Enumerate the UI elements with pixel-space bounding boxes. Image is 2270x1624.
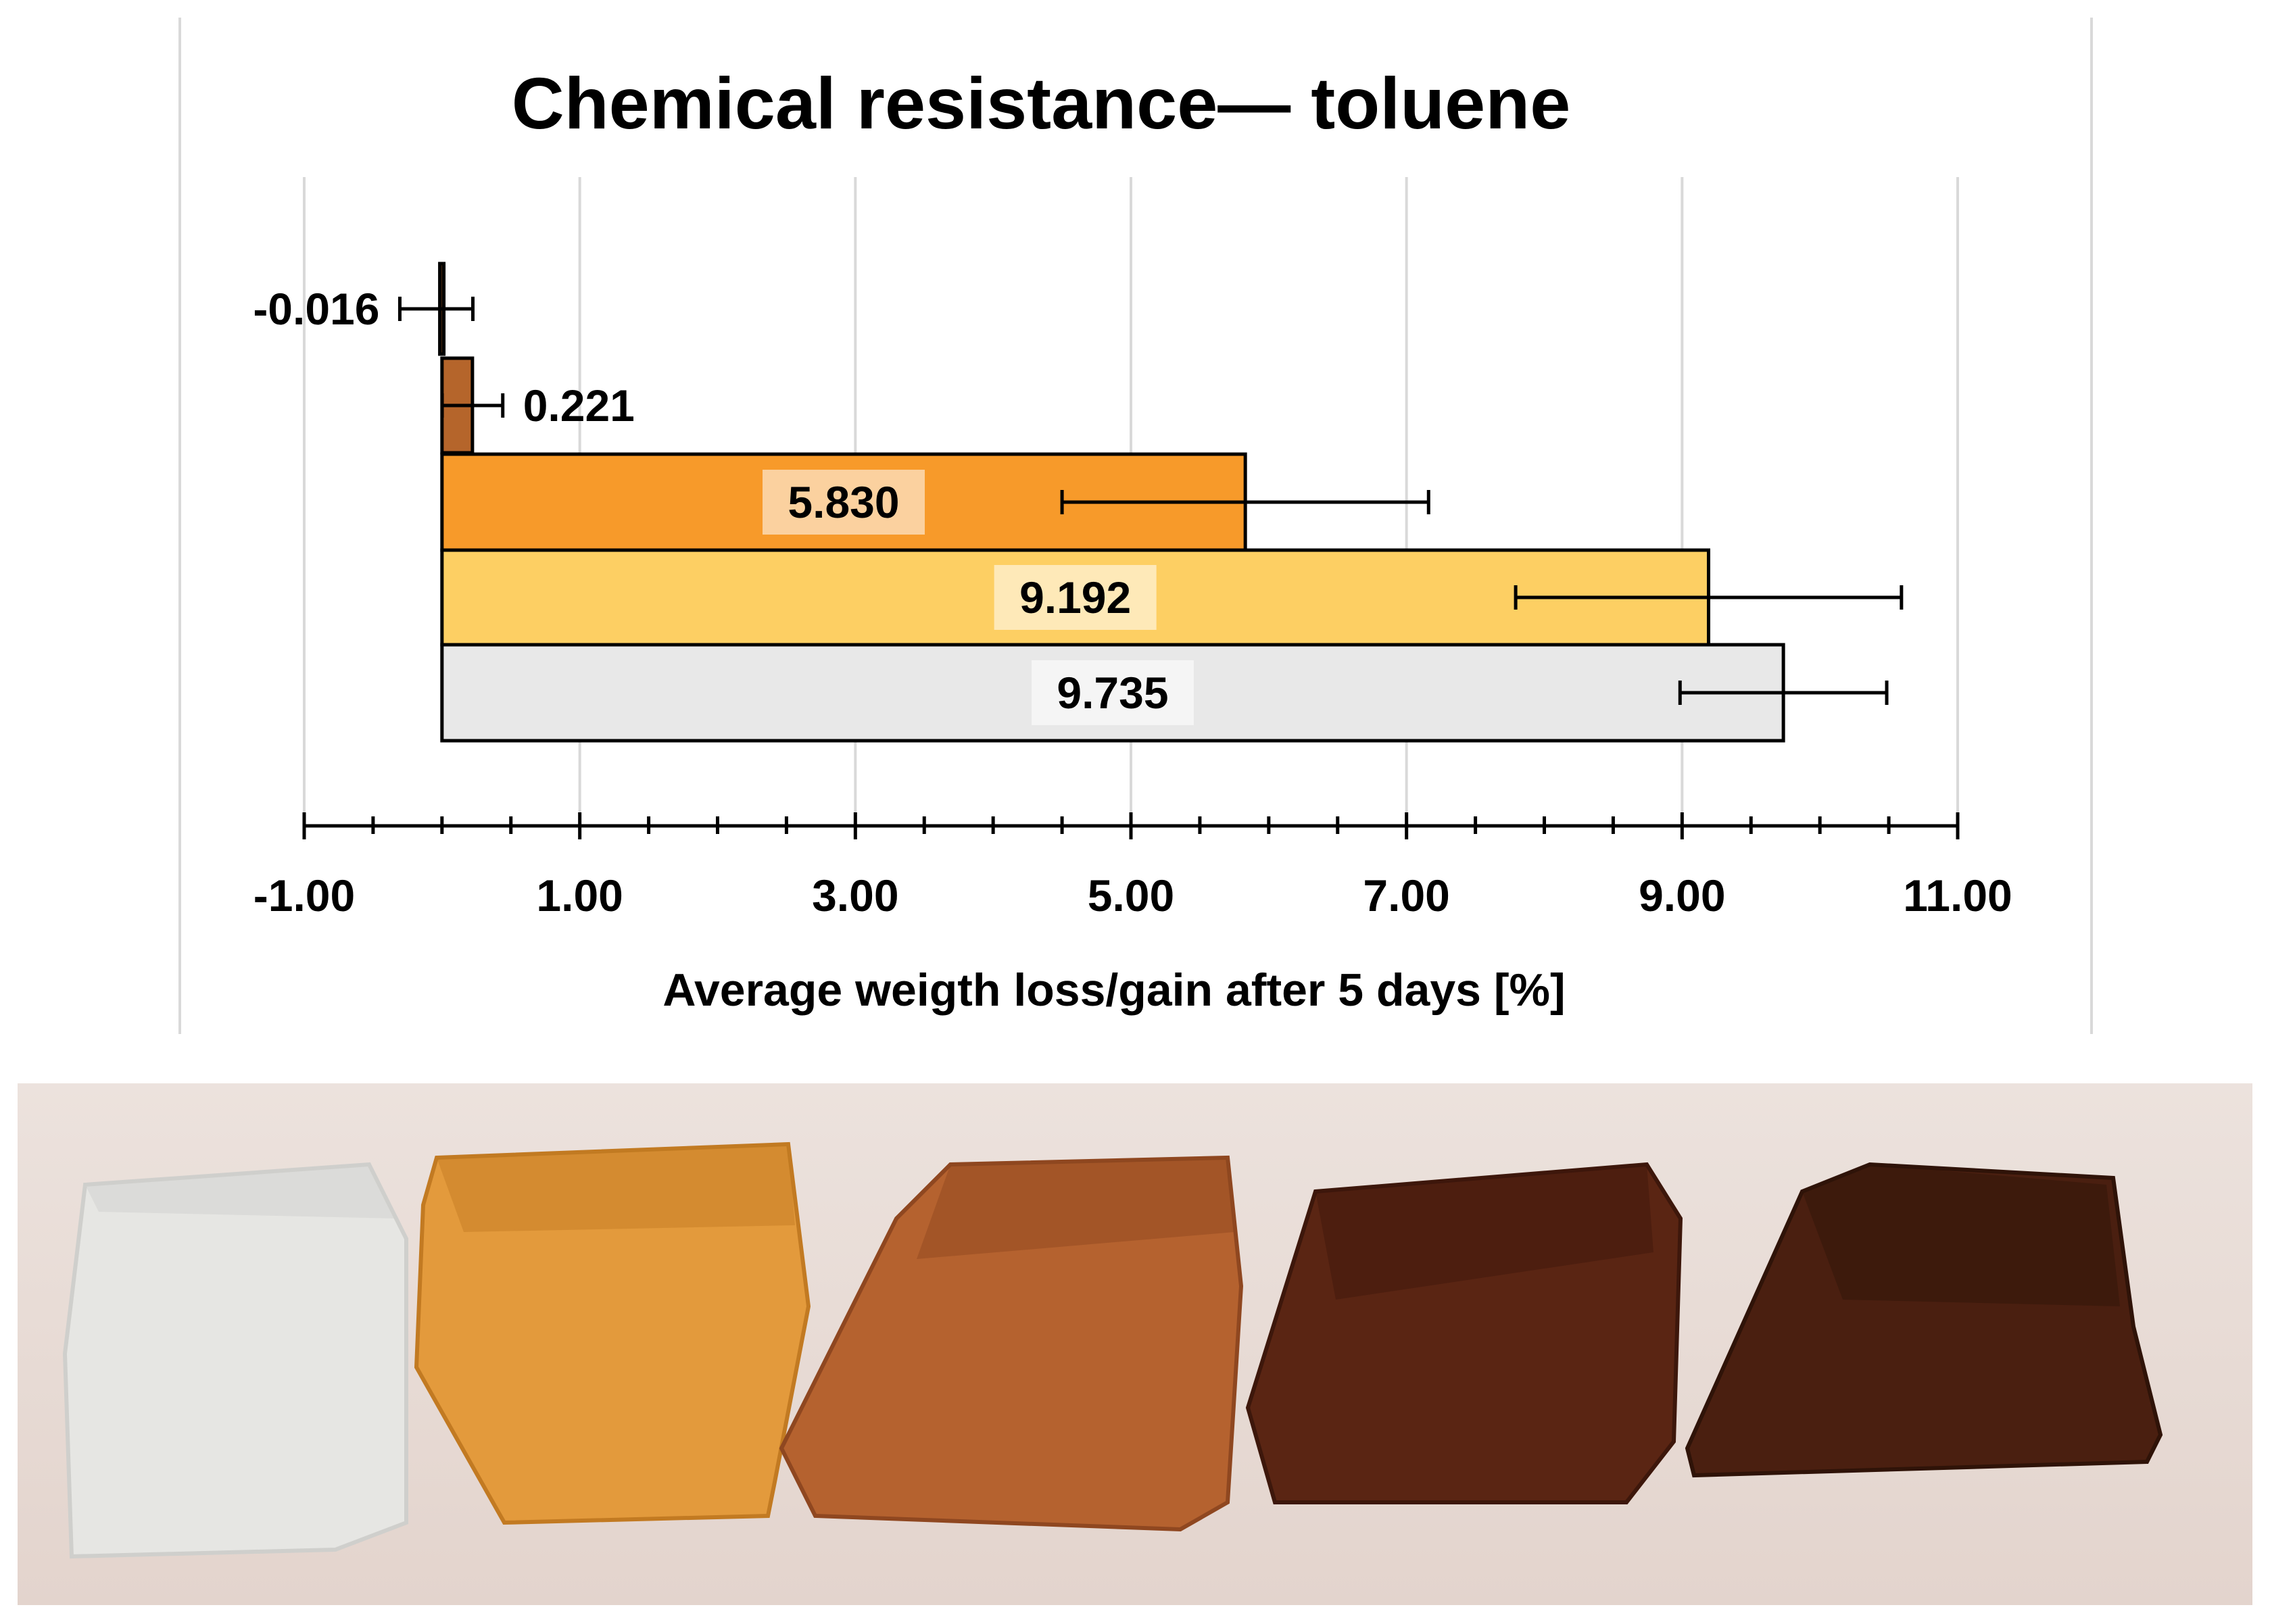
data-label-3: 9.192 xyxy=(1019,572,1131,622)
x-tick-label: 7.00 xyxy=(1363,870,1449,920)
sample-block-4 xyxy=(1245,1162,1683,1504)
sample-body xyxy=(414,1141,811,1525)
sample-blocks xyxy=(62,1141,2163,1559)
chart-title: Chemical resistance— toluene xyxy=(512,62,1571,144)
x-tick-label: 5.00 xyxy=(1088,870,1174,920)
x-tick-label: 3.00 xyxy=(812,870,898,920)
chart-frame xyxy=(178,18,2093,1034)
x-axis-label: Average weigth loss/gain after 5 days [%… xyxy=(662,964,1565,1016)
sample-block-3 xyxy=(779,1155,1244,1532)
sample-facet xyxy=(437,1144,795,1232)
error-bar-1 xyxy=(440,393,505,418)
sample-facet xyxy=(1315,1164,1653,1300)
sample-facet xyxy=(85,1164,396,1219)
data-labels: -0.016 0.221 5.830 9.192 9.735 xyxy=(253,284,1194,725)
x-tick-labels: -1.00 1.00 3.00 5.00 7.00 9.00 11.00 xyxy=(253,870,2012,920)
sample-body xyxy=(62,1162,408,1559)
sample-photo-drawing xyxy=(18,1083,2252,1605)
data-label-box xyxy=(994,565,1157,630)
error-bar-2 xyxy=(1060,490,1430,514)
x-tick-label: 11.00 xyxy=(1903,870,2012,920)
sample-block-2 xyxy=(414,1141,811,1525)
sample-facet xyxy=(917,1158,1234,1259)
data-label-box xyxy=(763,470,925,535)
sample-body xyxy=(1245,1162,1683,1504)
x-axis xyxy=(302,812,1960,839)
error-bar-4 xyxy=(1678,681,1889,705)
sample-photo xyxy=(18,1083,2252,1605)
sample-body xyxy=(779,1155,1244,1532)
sample-block-5 xyxy=(1685,1162,2163,1478)
x-tick-label: 1.00 xyxy=(536,870,623,920)
sample-body xyxy=(1685,1162,2163,1478)
data-label-4: 9.735 xyxy=(1057,668,1168,718)
data-label-0: -0.016 xyxy=(253,284,379,334)
sample-block-1 xyxy=(62,1162,408,1559)
error-bar-0 xyxy=(397,297,475,321)
data-label-2: 5.830 xyxy=(788,477,899,527)
chart-panel: Chemical resistance— toluene -0.016 0.221… xyxy=(178,18,2093,1034)
sample-facet xyxy=(1802,1164,2120,1306)
error-bar-3 xyxy=(1514,585,1904,610)
x-tick-label: -1.00 xyxy=(253,870,355,920)
error-bars xyxy=(397,297,1904,705)
data-label-1: 0.221 xyxy=(523,380,635,430)
bar-chart: Chemical resistance— toluene -0.016 0.221… xyxy=(178,18,2093,1034)
data-label-box xyxy=(1031,660,1194,725)
x-tick-label: 9.00 xyxy=(1639,870,1725,920)
